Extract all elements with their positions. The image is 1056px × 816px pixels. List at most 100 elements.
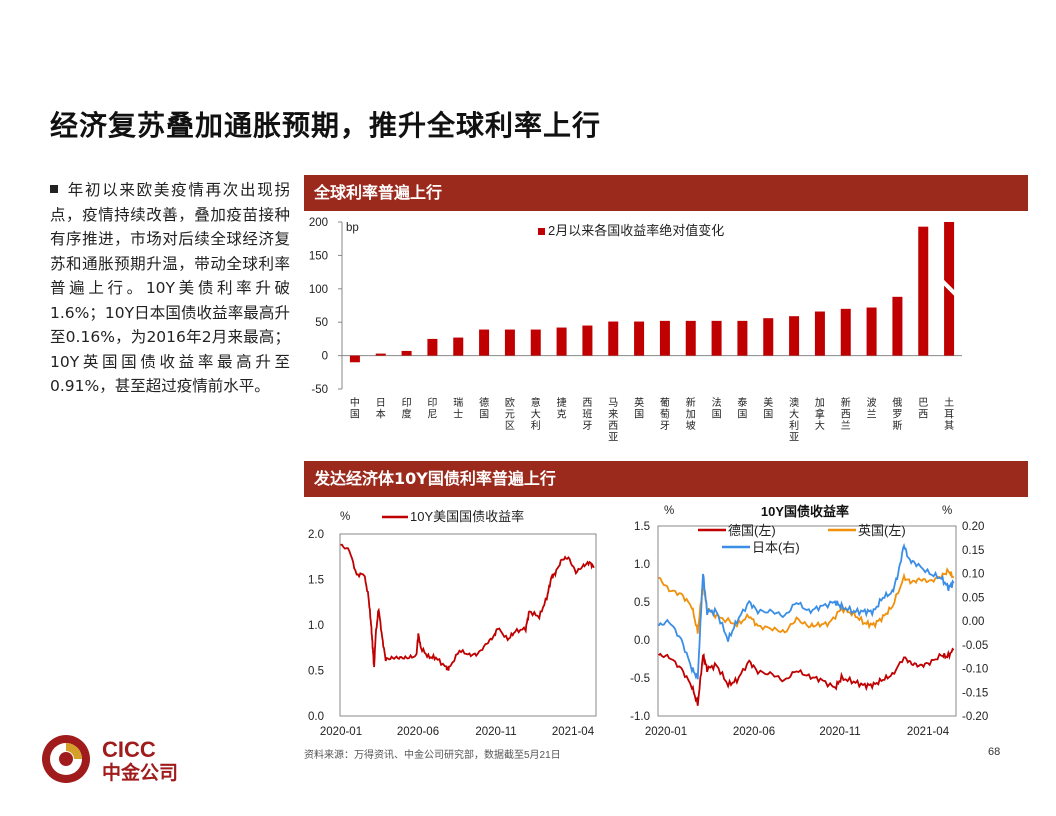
section-header-developed-10y: 发达经济体10Y国债利率普遍上行 [304, 461, 1028, 497]
x-tick-label: 土耳其 [944, 396, 954, 432]
legend-swatch [538, 228, 545, 235]
x-tick-label: 2021-04 [552, 726, 595, 738]
x-tick-label: 意大利 [531, 396, 541, 432]
bar [582, 325, 593, 356]
x-tick-label: 新西兰 [841, 396, 851, 432]
y-tick-label: -50 [311, 384, 328, 396]
x-tick-label: 美国 [763, 396, 773, 421]
bar [685, 320, 696, 356]
x-tick-label: 印尼 [427, 397, 437, 421]
x-tick-label: 2020-11 [819, 726, 860, 738]
bar [918, 226, 929, 356]
page-number: 68 [988, 746, 1001, 758]
x-tick-label: 巴西 [918, 397, 928, 421]
source-note: 资料来源：万得资讯、中金公司研究部，数据截至5月21日 [304, 750, 561, 761]
y-right-tick-label: 0.15 [962, 545, 984, 557]
x-tick-label: 2020-01 [320, 726, 362, 738]
x-tick-label: 泰国 [737, 396, 747, 421]
x-tick-label: 法国 [712, 396, 722, 421]
x-tick-label: 葡萄牙 [660, 396, 670, 432]
y-tick-label: 0.0 [308, 711, 324, 723]
y-tick-label: 150 [309, 250, 328, 262]
x-tick-label: 英国 [634, 396, 644, 421]
x-tick-label: 2020-11 [475, 726, 516, 738]
x-tick-label: 中国 [350, 396, 360, 421]
bar [789, 316, 800, 356]
y-tick-label: 1.5 [308, 575, 324, 587]
y-left-tick-label: -1.0 [630, 711, 650, 723]
y-left-tick-label: 1.5 [634, 521, 650, 533]
unit-label: bp [346, 222, 359, 234]
plot-frame [339, 533, 597, 717]
y-left-tick-label: 0.0 [634, 635, 650, 647]
line-chart-us-10y: 0.0 0.5 1.0 1.5 2.0 2020-01 2020-06 2020-11 2021… [308, 509, 597, 738]
y-right-tick-label: 0.00 [962, 616, 984, 628]
bar [892, 296, 903, 356]
bullet-square-icon [50, 184, 58, 193]
x-tick-label: 新加坡 [686, 396, 696, 432]
bar [659, 320, 670, 356]
bar [608, 321, 619, 356]
x-tick-label: 捷克 [557, 396, 567, 421]
bar [634, 321, 645, 356]
x-tick-label: 德国 [479, 396, 489, 421]
bar [840, 308, 851, 356]
y-left-tick-label: -0.5 [630, 673, 650, 685]
bar [814, 311, 825, 356]
x-tick-label: 加拿大 [815, 397, 825, 432]
y-tick-label: 0.5 [308, 666, 324, 678]
y-right-tick-label: 0.20 [962, 521, 984, 533]
unit-right-label: % [942, 505, 952, 517]
x-tick-label: 波兰 [867, 396, 877, 421]
bar [479, 329, 490, 356]
bar [737, 320, 748, 356]
x-tick-label: 日本 [376, 398, 386, 421]
line-chart-de-uk-jp-10y: -1.0 -0.5 0.0 0.5 1.0 1.5 -0.20 -0.15 -0.10 -0.05… [630, 504, 988, 738]
cicc-logo: CICC 中金公司 [42, 735, 178, 784]
y-left-tick-label: 0.5 [634, 597, 650, 609]
bullet-paragraph: 年初以来欧美疫情再次出现拐点，疫情持续改善，叠加疫苗接种有序推进，市场对后续全球… [50, 178, 290, 399]
legend-label: 2月以来各国收益率绝对值变化 [548, 223, 724, 238]
x-tick-label: 澳大利亚 [789, 396, 799, 444]
plot-frame [657, 525, 957, 717]
y-tick-label: 100 [309, 284, 328, 296]
series-line [657, 542, 955, 680]
x-tick-label: 欧元区 [505, 397, 515, 432]
bar [427, 338, 438, 356]
bar [401, 350, 412, 356]
unit-left-label: % [664, 505, 674, 517]
section-header-global-rates: 全球利率普遍上行 [304, 175, 1028, 211]
cicc-logo-mark-icon [42, 735, 90, 783]
bar [866, 307, 877, 356]
legend-label: 英国(左) [858, 523, 906, 538]
x-tick-label: 2020-06 [397, 726, 439, 738]
axis-break-mark [940, 279, 958, 297]
x-tick-label: 西班牙 [582, 398, 592, 432]
bar [556, 327, 567, 356]
bar [375, 353, 386, 356]
y-tick-label: 2.0 [308, 529, 324, 541]
x-tick-label: 2020-01 [645, 726, 687, 738]
bar [530, 329, 541, 356]
x-tick-label: 俄罗斯 [892, 397, 902, 432]
bar-chart-global-yield-change: -50 0 50 100 150 200 bp 2月以来各国收益率绝对值变化中国日本印度印尼瑞… [309, 217, 962, 444]
slide-title: 经济复苏叠加通胀预期，推升全球利率上行 [50, 109, 602, 142]
bar [453, 337, 464, 356]
legend-label: 10Y美国国债收益率 [410, 509, 524, 524]
x-tick-label: 瑞士 [453, 397, 463, 421]
legend-label: 德国(左) [728, 523, 776, 538]
y-tick-label: 200 [309, 217, 328, 229]
legend-label: 日本(右) [752, 540, 800, 555]
y-right-tick-label: -0.15 [962, 687, 988, 699]
unit-label: % [340, 511, 350, 523]
y-left-tick-label: 1.0 [634, 559, 650, 571]
bar [349, 355, 360, 363]
y-right-tick-label: 0.05 [962, 592, 984, 604]
logo-text-en: CICC [102, 737, 156, 762]
y-right-tick-label: 0.10 [962, 569, 984, 581]
series-line-us-10y [340, 543, 595, 671]
y-tick-label: 50 [315, 317, 328, 329]
y-right-tick-label: -0.05 [962, 640, 988, 652]
x-tick-label: 2021-04 [907, 726, 950, 738]
x-tick-label: 2020-06 [733, 726, 775, 738]
